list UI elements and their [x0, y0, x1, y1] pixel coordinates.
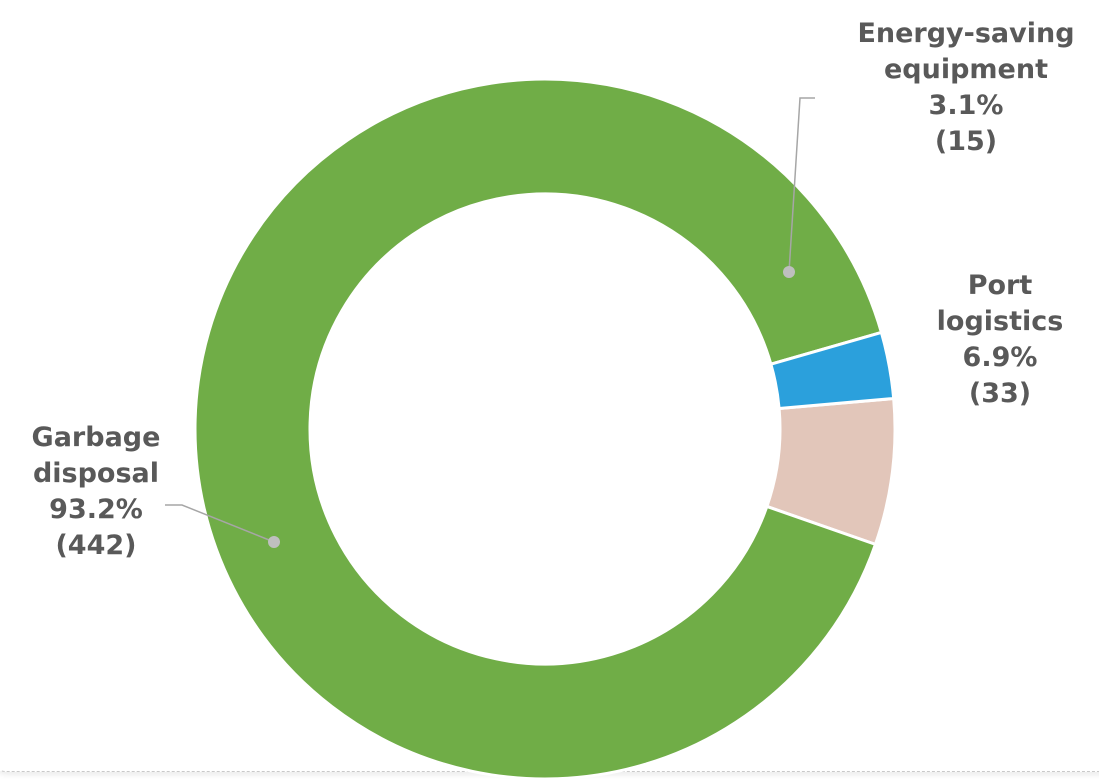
label-line-port-logistics-3: (33) — [969, 378, 1031, 409]
label-line-garbage-disposal-3: (442) — [55, 530, 136, 561]
label-line-garbage-disposal-0: Garbage — [32, 422, 161, 453]
label-line-energy-saving-equipment-3: (15) — [935, 126, 997, 157]
label-line-port-logistics-1: logistics — [937, 306, 1064, 337]
label-garbage-disposal: Garbage disposal 93.2% (442) — [32, 422, 161, 561]
donut-slices — [193, 77, 897, 779]
leader-line-garbage-disposal — [165, 504, 275, 543]
label-line-energy-saving-equipment-2: 3.1% — [929, 90, 1004, 121]
label-line-energy-saving-equipment-1: equipment — [884, 54, 1048, 85]
label-energy-saving-equipment: Energy-saving equipment 3.1% (15) — [857, 18, 1074, 157]
label-port-logistics: Port logistics 6.9% (33) — [937, 270, 1064, 409]
label-line-energy-saving-equipment-0: Energy-saving — [857, 18, 1074, 49]
leader-dot-garbage-disposal — [268, 536, 280, 548]
label-line-garbage-disposal-1: disposal — [33, 458, 159, 489]
label-line-garbage-disposal-2: 93.2% — [49, 494, 143, 525]
label-line-port-logistics-2: 6.9% — [963, 342, 1038, 373]
slice-energy-saving-equipment — [769, 330, 896, 411]
label-line-port-logistics-0: Port — [968, 270, 1033, 301]
slice-garbage-disposal — [193, 77, 883, 779]
leader-dot-energy-saving-equipment — [783, 266, 795, 278]
leader-line-energy-saving-equipment — [788, 97, 815, 273]
